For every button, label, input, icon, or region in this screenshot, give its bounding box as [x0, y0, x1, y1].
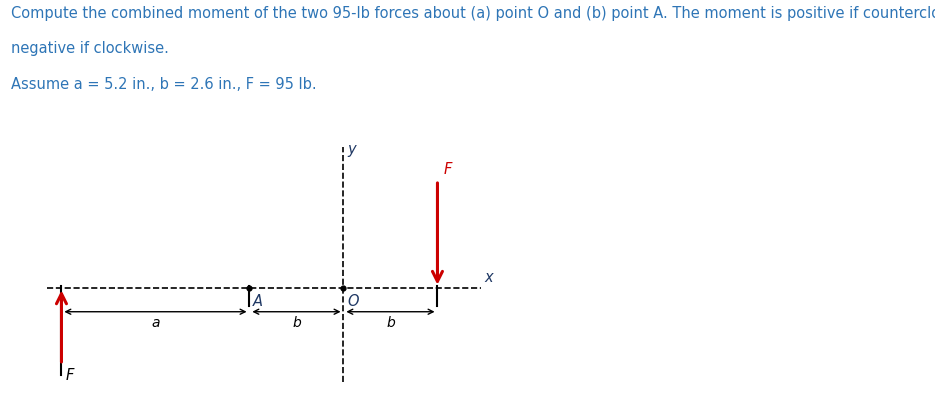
Text: A: A — [253, 293, 263, 308]
Text: negative if clockwise.: negative if clockwise. — [11, 41, 169, 56]
Text: Assume a = 5.2 in., b = 2.6 in., F = 95 lb.: Assume a = 5.2 in., b = 2.6 in., F = 95 … — [11, 77, 317, 92]
Text: a: a — [151, 316, 160, 330]
Text: F: F — [444, 162, 453, 177]
Text: O: O — [347, 293, 358, 308]
Text: y: y — [348, 141, 356, 156]
Text: x: x — [484, 270, 493, 285]
Text: F: F — [65, 368, 74, 383]
Text: Compute the combined moment of the two 95-lb forces about (a) point O and (b) po: Compute the combined moment of the two 9… — [11, 6, 935, 21]
Text: b: b — [386, 316, 395, 330]
Text: b: b — [292, 316, 301, 330]
